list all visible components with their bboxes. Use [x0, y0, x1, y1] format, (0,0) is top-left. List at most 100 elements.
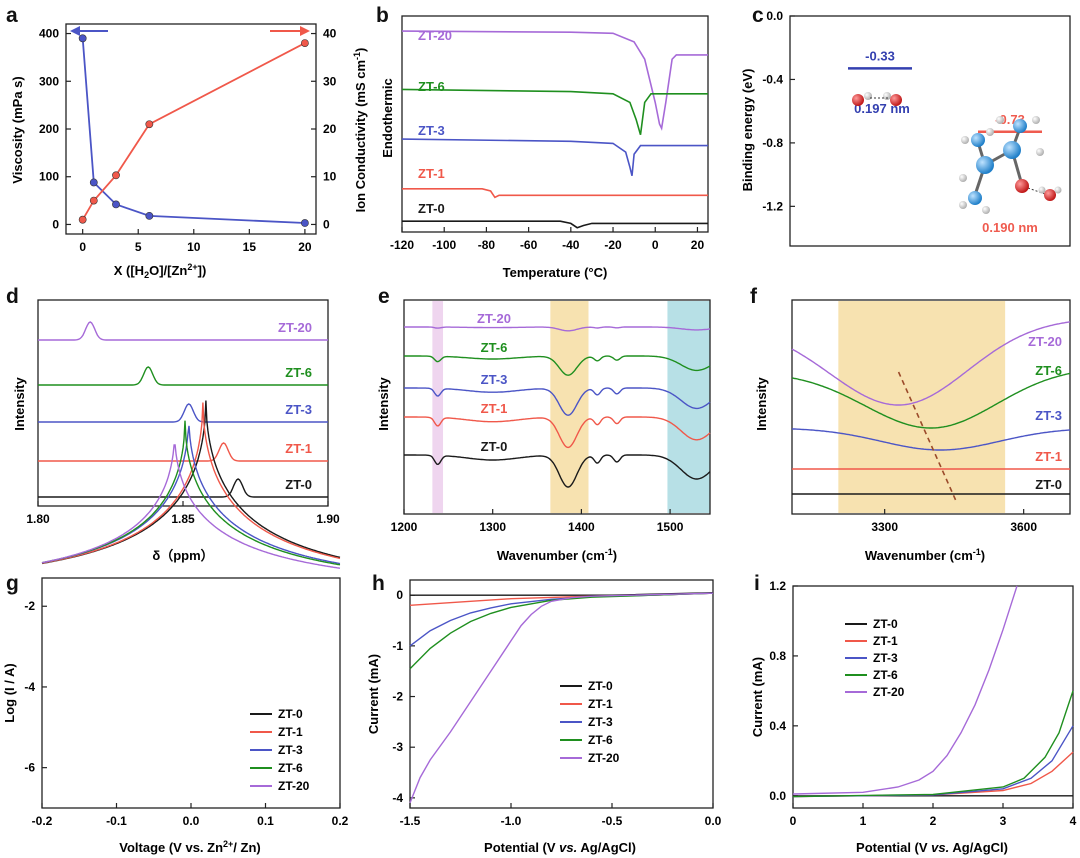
- panel-c-frame: [789, 15, 1071, 247]
- i-series-line: [792, 585, 1018, 795]
- panel-d-ylabel: Intensity: [12, 377, 27, 431]
- e-x-tick-label: 1200: [391, 520, 418, 534]
- b-x-tick-label: 0: [652, 238, 659, 252]
- panel-letter-e: e: [378, 285, 390, 308]
- g-series-line: [41, 444, 341, 569]
- h-legend-label: ZT-0: [588, 679, 613, 693]
- panel-d-nmr: 1.80 1.85 1.90 ZT-20 ZT-6 ZT-3 ZT-1 ZT-0 δ（ppm）…: [12, 299, 340, 563]
- f-series-line: [791, 372, 1071, 429]
- f-series-label: ZT-20: [1028, 334, 1062, 349]
- panel-f-frame: [791, 299, 1071, 515]
- h-legend-label: ZT-20: [588, 751, 620, 765]
- b-x-tick-label: -60: [520, 238, 538, 252]
- panel-i-ylabel: Current (mA): [750, 657, 765, 737]
- f-highlight-band: [838, 301, 1006, 513]
- e-x-tick-label: 1500: [657, 520, 684, 534]
- a-data-point: [112, 171, 120, 180]
- d-series-line: [38, 321, 328, 341]
- b-series-line: [402, 220, 708, 229]
- h-x-tick-label: -1.0: [501, 814, 522, 828]
- c-y-tick-label: 0.0: [766, 9, 783, 23]
- a-data-point: [112, 200, 120, 209]
- i-x-tick-label: 3: [1000, 814, 1007, 828]
- panel-b-dsc: -120 -100 -80 -60 -40 -20 0 20 ZT-20 ZT-6 ZT-3 ZT-1…: [380, 15, 709, 280]
- i-legend-label: ZT-1: [873, 634, 898, 648]
- panel-e-frame: [403, 299, 711, 515]
- a-y-tick-label: 0: [52, 217, 59, 231]
- panel-i-frame: [792, 585, 1074, 809]
- i-x-tick-label: 2: [930, 814, 937, 828]
- e-highlight-band: [550, 301, 589, 513]
- b-x-tick-label: -20: [604, 238, 622, 252]
- panel-g-ylabel: Log (I / A): [2, 663, 17, 722]
- g-y-tick-label: -2: [24, 599, 35, 613]
- b-x-tick-label: -100: [432, 238, 456, 252]
- panel-a-frame: [65, 23, 317, 235]
- e-series-label: ZT-20: [477, 311, 511, 326]
- b-series-line: [401, 138, 708, 176]
- panel-h-frame: [409, 579, 714, 809]
- g-y-tick-label: -6: [24, 761, 35, 775]
- panel-d-xlabel: δ（ppm）: [152, 548, 213, 563]
- panel-b-xlabel: Temperature (°C): [503, 265, 608, 280]
- a-x-tick-label: 15: [243, 240, 257, 254]
- d-series-line: [38, 366, 328, 386]
- panel-a-ylabel: Viscosity (mPa s): [10, 76, 25, 183]
- a-y-tick-label: 200: [39, 122, 59, 136]
- d-x-tick-label: 1.85: [171, 512, 195, 526]
- panel-b-ylabel: Endothermic: [380, 78, 395, 157]
- g-x-tick-label: -0.2: [32, 814, 53, 828]
- e-series-line: [404, 416, 711, 449]
- f-series-label: ZT-1: [1035, 449, 1062, 464]
- a-data-point: [78, 34, 87, 43]
- c-energy-label: -0.33: [865, 48, 895, 63]
- panel-letter-g: g: [6, 572, 19, 595]
- a-x-tick-label: 0: [79, 240, 86, 254]
- panel-a-xlabel: X ([H2O]/[Zn2+]): [114, 262, 207, 280]
- h-series-line: [409, 592, 714, 804]
- a-series-line: [81, 38, 305, 224]
- i-y-tick-label: 1.2: [769, 579, 786, 593]
- g-legend-label: ZT-1: [278, 725, 303, 739]
- panel-f-ftir-oh: 3300 3600 ZT-20 ZT-6 ZT-3 ZT-1 ZT-0 Wavenumber…: [754, 299, 1071, 563]
- h-x-tick-label: -1.5: [400, 814, 421, 828]
- h-series-line: [409, 592, 714, 670]
- g-x-tick-label: 0.0: [183, 814, 200, 828]
- e-x-tick-label: 1400: [568, 520, 595, 534]
- a-y-right-tick-label: 20: [323, 122, 337, 136]
- panel-f-xlabel: Wavenumber (cm-1): [865, 547, 985, 563]
- d-series-label: ZT-1: [285, 441, 312, 456]
- e-series-label: ZT-0: [481, 439, 508, 454]
- d-x-tick-label: 1.80: [26, 512, 50, 526]
- a-data-point: [300, 39, 309, 47]
- e-series-line: [404, 355, 711, 376]
- i-legend-label: ZT-6: [873, 668, 898, 682]
- h-y-tick-label: 0: [396, 588, 403, 602]
- e-highlight-band: [432, 301, 444, 513]
- h-x-tick-label: 0.0: [705, 814, 722, 828]
- a-y-right-tick-label: 10: [323, 170, 337, 184]
- a-data-point: [145, 120, 154, 129]
- b-series-label: ZT-6: [418, 79, 445, 94]
- panel-h-xlabel: Potential (V vs. Ag/AgCl): [484, 840, 636, 855]
- b-series-line: [401, 88, 708, 136]
- panel-letter-c: c: [752, 4, 764, 27]
- panel-c-binding-energy: 0.0-0.4-0.8-1.2-0.330.197 nm-0.730.190 n…: [740, 9, 1071, 247]
- a-data-point: [89, 178, 98, 187]
- h-legend-label: ZT-6: [588, 733, 613, 747]
- b-series-label: ZT-3: [418, 123, 445, 138]
- h-y-tick-label: -2: [392, 690, 403, 704]
- c-y-tick-label: -1.2: [762, 199, 783, 213]
- a-x-tick-label: 20: [298, 240, 312, 254]
- a-y-right-tick-label: 40: [323, 27, 337, 41]
- i-series-line: [792, 751, 1074, 798]
- i-legend-label: ZT-0: [873, 617, 898, 631]
- panel-letter-a: a: [6, 4, 18, 27]
- f-series-label: ZT-6: [1035, 363, 1062, 378]
- c-y-tick-label: -0.8: [762, 136, 783, 150]
- c-distance-label: 0.190 nm: [982, 220, 1038, 235]
- g-x-tick-label: 0.1: [257, 814, 274, 828]
- f-series-label: ZT-3: [1035, 408, 1062, 423]
- a-x-tick-label: 5: [135, 240, 142, 254]
